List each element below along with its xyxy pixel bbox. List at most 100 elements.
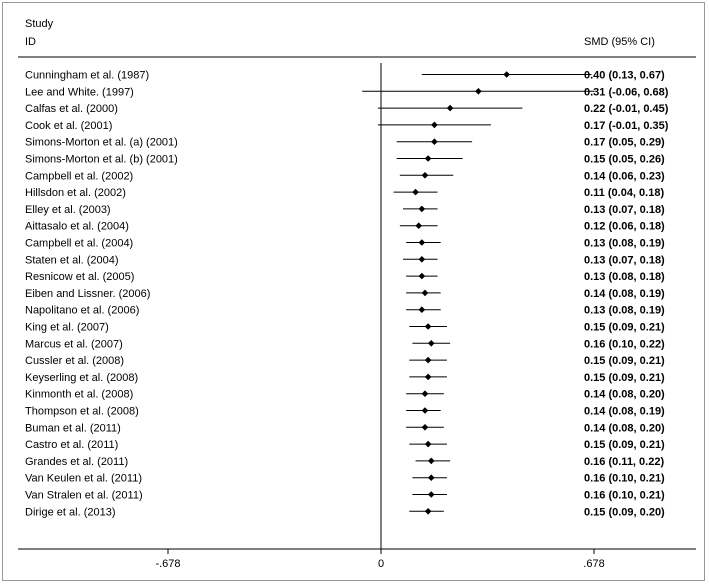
study-label: Lee and White. (1997) <box>25 86 134 98</box>
effect-estimate: 0.14 (0.06, 0.23) <box>584 170 665 182</box>
x-tick-label: -.678 <box>155 558 180 570</box>
study-label: Simons-Morton et al. (b) (2001) <box>25 154 178 166</box>
point-estimate <box>428 474 435 481</box>
header-id: ID <box>25 36 36 48</box>
effect-estimate: 0.13 (0.07, 0.18) <box>584 204 665 216</box>
study-label: Kinmonth et al. (2008) <box>25 389 133 401</box>
point-estimate <box>447 105 454 112</box>
study-row: Aittasalo et al. (2004) 0.12 (0.06, 0.18) <box>25 221 665 233</box>
study-row: Cussler et al. (2008) 0.15 (0.09, 0.21) <box>25 355 665 367</box>
point-estimate <box>425 441 432 448</box>
effect-estimate: 0.14 (0.08, 0.20) <box>584 422 665 434</box>
effect-estimate: 0.31 (-0.06, 0.68) <box>584 86 669 98</box>
effect-estimate: 0.15 (0.09, 0.21) <box>584 372 665 384</box>
effect-estimate: 0.15 (0.09, 0.21) <box>584 322 665 334</box>
effect-estimate: 0.16 (0.11, 0.22) <box>584 456 664 468</box>
effect-estimate: 0.22 (-0.01, 0.45) <box>584 103 669 115</box>
study-label: Marcus et al. (2007) <box>25 338 123 350</box>
study-row: Buman et al. (2011) 0.14 (0.08, 0.20) <box>25 422 665 434</box>
point-estimate <box>425 155 432 162</box>
effect-estimate: 0.40 (0.13, 0.67) <box>584 70 665 82</box>
x-axis-ticks: -.678 0 .678 <box>155 549 604 570</box>
point-estimate <box>415 222 422 229</box>
point-estimate <box>422 424 429 431</box>
study-label: Van Keulen et al. (2011) <box>25 473 142 485</box>
study-row: Dirige et al. (2013) 0.15 (0.09, 0.20) <box>25 506 665 518</box>
study-row: Eiben and Lissner. (2006) 0.14 (0.08, 0.1… <box>25 288 665 300</box>
point-estimate <box>412 189 419 196</box>
study-row: Cook et al. (2001) 0.17 (-0.01, 0.35) <box>25 120 669 132</box>
point-estimate <box>428 491 435 498</box>
study-row: Cunningham et al. (1987) 0.40 (0.13, 0.67… <box>25 70 665 82</box>
x-tick-label: .678 <box>583 558 604 570</box>
study-label: Hillsdon et al. (2002) <box>25 187 126 199</box>
effect-estimate: 0.15 (0.09, 0.20) <box>584 506 665 518</box>
point-estimate <box>425 508 432 515</box>
study-row: Marcus et al. (2007) 0.16 (0.10, 0.22) <box>25 338 665 350</box>
effect-estimate: 0.16 (0.10, 0.21) <box>584 490 665 502</box>
study-row: Simons-Morton et al. (b) (2001) 0.15 (0.0… <box>25 154 665 166</box>
study-label: Campbell et al. (2002) <box>25 170 133 182</box>
study-row: Kinmonth et al. (2008) 0.14 (0.08, 0.20) <box>25 389 665 401</box>
point-estimate <box>419 256 426 263</box>
point-estimate <box>419 239 426 246</box>
effect-estimate: 0.15 (0.09, 0.21) <box>584 355 665 367</box>
point-estimate <box>419 206 426 213</box>
point-estimate <box>422 407 429 414</box>
study-label: Cook et al. (2001) <box>25 120 112 132</box>
study-row: Thompson et al. (2008) 0.14 (0.08, 0.19) <box>25 406 665 418</box>
study-label: Dirige et al. (2013) <box>25 506 116 518</box>
study-row: Staten et al. (2004) 0.13 (0.07, 0.18) <box>25 254 665 266</box>
study-row: Napolitano et al. (2006) 0.13 (0.08, 0.19… <box>25 305 665 317</box>
study-label: Elley et al. (2003) <box>25 204 111 216</box>
point-estimate <box>422 390 429 397</box>
effect-estimate: 0.16 (0.10, 0.21) <box>584 473 665 485</box>
study-label: Simons-Morton et al. (a) (2001) <box>25 137 178 149</box>
point-estimate <box>422 172 429 179</box>
study-row: Campbell et al. (2004) 0.13 (0.08, 0.19) <box>25 238 665 250</box>
study-row: Resnicow et al. (2005) 0.13 (0.08, 0.18) <box>25 271 665 283</box>
point-estimate <box>425 357 432 364</box>
study-row: Calfas et al. (2000) 0.22 (-0.01, 0.45) <box>25 103 669 115</box>
effect-estimate: 0.13 (0.08, 0.19) <box>584 238 665 250</box>
study-row: Castro et al. (2011) 0.15 (0.09, 0.21) <box>25 439 665 451</box>
point-estimate <box>431 138 438 145</box>
point-estimate <box>422 290 429 297</box>
point-estimate <box>428 458 435 465</box>
study-row: Keyserling et al. (2008) 0.15 (0.09, 0.21… <box>25 372 665 384</box>
effect-estimate: 0.12 (0.06, 0.18) <box>584 221 665 233</box>
point-estimate <box>475 88 482 95</box>
point-estimate <box>425 374 432 381</box>
effect-estimate: 0.13 (0.08, 0.18) <box>584 271 665 283</box>
effect-estimate: 0.17 (-0.01, 0.35) <box>584 120 669 132</box>
point-estimate <box>503 71 510 78</box>
study-row: Van Keulen et al. (2011) 0.16 (0.10, 0.21… <box>25 473 665 485</box>
effect-estimate: 0.14 (0.08, 0.19) <box>584 406 665 418</box>
effect-estimate: 0.14 (0.08, 0.19) <box>584 288 665 300</box>
study-row: Van Stralen et al. (2011) 0.16 (0.10, 0.2… <box>25 490 665 502</box>
study-label: Cunningham et al. (1987) <box>25 70 149 82</box>
point-estimate <box>428 340 435 347</box>
point-estimate <box>419 273 426 280</box>
effect-estimate: 0.13 (0.07, 0.18) <box>584 254 665 266</box>
study-row: Campbell et al. (2002) 0.14 (0.06, 0.23) <box>25 170 665 182</box>
effect-estimate: 0.14 (0.08, 0.20) <box>584 389 665 401</box>
study-label: Resnicow et al. (2005) <box>25 271 134 283</box>
study-label: Buman et al. (2011) <box>25 422 121 434</box>
study-row: Grandes et al. (2011) 0.16 (0.11, 0.22) <box>25 456 664 468</box>
study-label: Napolitano et al. (2006) <box>25 305 139 317</box>
study-row: Simons-Morton et al. (a) (2001) 0.17 (0.0… <box>25 137 665 149</box>
point-estimate <box>431 122 438 129</box>
study-label: Castro et al. (2011) <box>25 439 118 451</box>
effect-estimate: 0.15 (0.09, 0.21) <box>584 439 665 451</box>
study-label: Van Stralen et al. (2011) <box>25 490 143 502</box>
study-rows: Cunningham et al. (1987) 0.40 (0.13, 0.67… <box>25 70 669 519</box>
point-estimate <box>425 323 432 330</box>
effect-estimate: 0.13 (0.08, 0.19) <box>584 305 665 317</box>
study-row: Hillsdon et al. (2002) 0.11 (0.04, 0.18) <box>25 187 664 199</box>
effect-estimate: 0.16 (0.10, 0.22) <box>584 338 665 350</box>
study-label: King et al. (2007) <box>25 322 109 334</box>
study-label: Cussler et al. (2008) <box>25 355 124 367</box>
header-effect: SMD (95% CI) <box>584 36 655 48</box>
